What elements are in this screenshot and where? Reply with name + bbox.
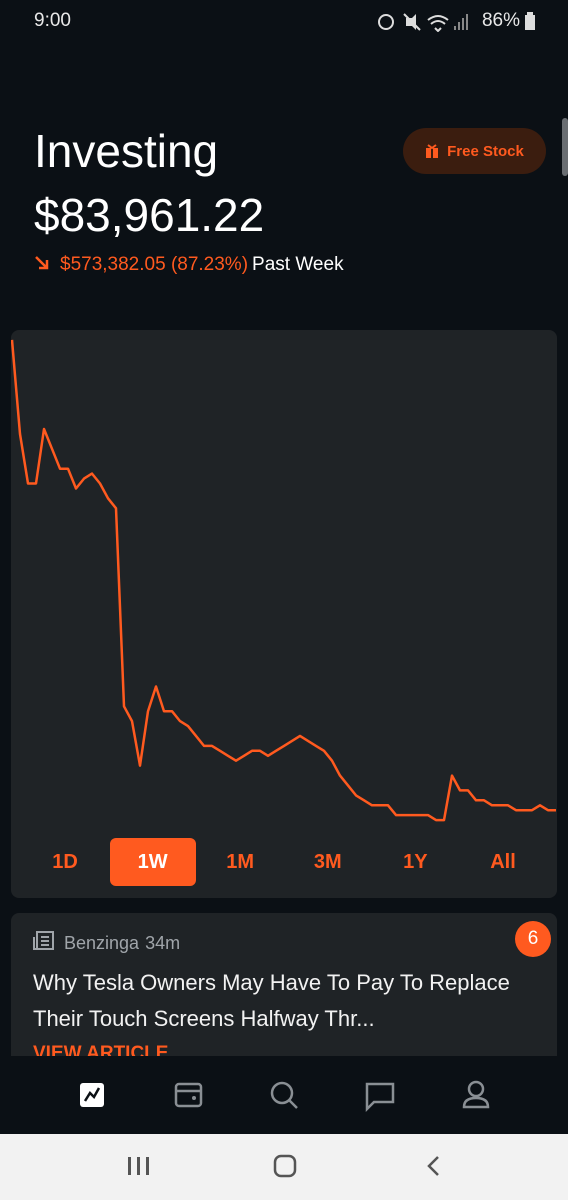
range-button[interactable]: 3M [313, 850, 342, 873]
range-button[interactable]: 1M [226, 850, 255, 873]
battery-icon [525, 12, 535, 30]
range-button[interactable]: 1Y [403, 850, 428, 873]
portfolio-value: $83,961.22 [34, 189, 265, 241]
change-period: Past Week [252, 254, 344, 275]
range-button[interactable]: 1W [109, 838, 196, 886]
news-meta: Benzinga 34m [64, 933, 180, 954]
news-headline: Why Tesla Owners May Have To Pay To Repl… [33, 970, 510, 1031]
scrollbar [562, 118, 568, 176]
back-button[interactable] [427, 1156, 439, 1176]
news-count-badge: 6 [515, 921, 551, 957]
tab-messages[interactable] [365, 1082, 395, 1113]
news-source: Benzinga [64, 933, 140, 953]
range-button[interactable]: All [490, 850, 516, 873]
free-stock-button[interactable]: Free Stock [403, 128, 546, 174]
chart [11, 339, 556, 822]
status-icons [378, 13, 468, 32]
chart-card [11, 330, 557, 898]
tab-bar [0, 1056, 568, 1134]
view-article-link[interactable]: VIEW ARTICLE [33, 1043, 169, 1056]
free-stock-label: Free Stock [447, 142, 524, 160]
gift-icon [426, 144, 439, 158]
tab-wallet[interactable] [174, 1082, 203, 1108]
range-button[interactable]: 1D [52, 850, 78, 873]
home-button[interactable] [273, 1154, 297, 1178]
tab-portfolio[interactable] [80, 1083, 104, 1107]
page-title: Investing [34, 125, 219, 177]
range-selector: 1D 1W 1M 3M 1Y All [22, 838, 546, 886]
value-change: $573,382.05 (87.23%) Past Week [34, 254, 344, 276]
recents-button[interactable] [128, 1157, 149, 1175]
news-card[interactable]: Benzinga 34m 6 Why Tesla Owners May Have … [11, 913, 557, 1056]
system-navigation [0, 1134, 568, 1200]
tab-account[interactable] [462, 1080, 490, 1109]
status-time: 9:00 [34, 10, 71, 31]
change-amount: $573,382.05 (87.23%) [60, 254, 249, 275]
news-icon [33, 931, 54, 950]
down-arrow [35, 256, 49, 270]
battery-level: 86% [481, 10, 520, 31]
news-time: 34m [145, 933, 181, 953]
tab-search[interactable] [270, 1081, 298, 1109]
price-line [11, 339, 556, 822]
